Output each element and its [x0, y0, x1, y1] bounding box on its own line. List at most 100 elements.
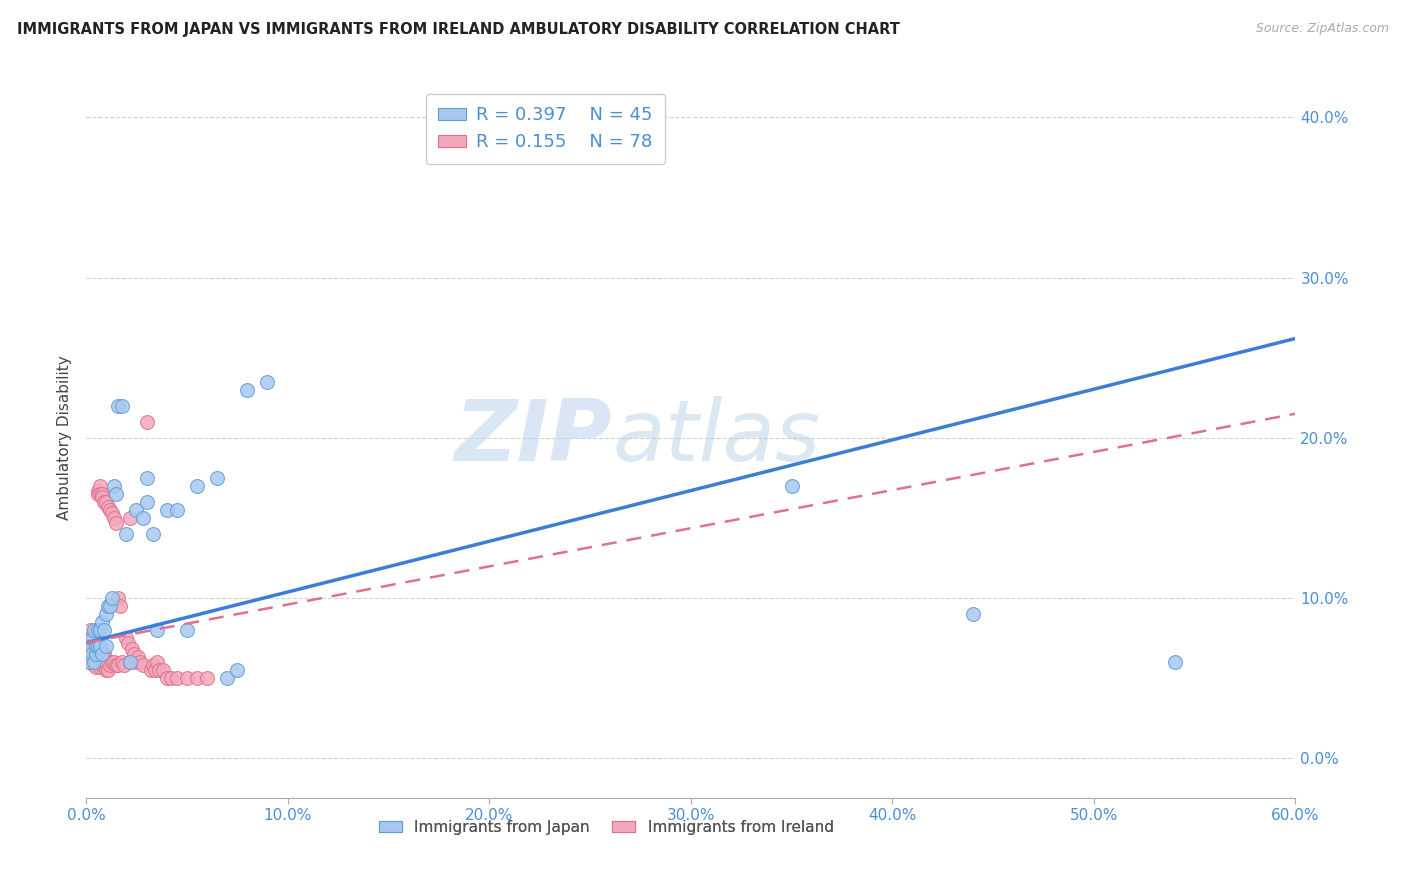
Point — [166, 503, 188, 517]
Point — [89, 655, 111, 669]
Point — [105, 658, 128, 673]
Point — [107, 658, 129, 673]
Text: atlas: atlas — [612, 396, 820, 479]
Point — [96, 639, 118, 653]
Point — [105, 487, 128, 501]
Point — [195, 671, 218, 685]
Point — [97, 663, 120, 677]
Point — [105, 516, 128, 530]
Point — [166, 671, 188, 685]
Point — [101, 655, 124, 669]
Point — [77, 647, 100, 661]
Point — [82, 647, 104, 661]
Point — [79, 623, 101, 637]
Point — [135, 495, 157, 509]
Point — [962, 607, 984, 621]
Point — [83, 642, 105, 657]
Point — [156, 503, 179, 517]
Point — [87, 483, 110, 498]
Point — [79, 655, 101, 669]
Point — [159, 671, 181, 685]
Text: Source: ZipAtlas.com: Source: ZipAtlas.com — [1256, 22, 1389, 36]
Point — [87, 655, 110, 669]
Point — [103, 479, 125, 493]
Point — [83, 623, 105, 637]
Point — [89, 479, 111, 493]
Point — [117, 636, 139, 650]
Point — [145, 655, 167, 669]
Point — [84, 639, 107, 653]
Point — [205, 471, 228, 485]
Point — [82, 647, 104, 661]
Point — [89, 639, 111, 653]
Point — [82, 631, 104, 645]
Point — [111, 655, 134, 669]
Point — [145, 623, 167, 637]
Point — [120, 655, 142, 669]
Point — [1163, 655, 1185, 669]
Point — [186, 479, 208, 493]
Point — [77, 631, 100, 645]
Point — [110, 599, 132, 613]
Point — [96, 663, 118, 677]
Point — [127, 650, 149, 665]
Point — [142, 526, 165, 541]
Point — [125, 503, 148, 517]
Point — [77, 647, 100, 661]
Legend: Immigrants from Japan, Immigrants from Ireland: Immigrants from Japan, Immigrants from I… — [373, 814, 839, 841]
Point — [217, 671, 239, 685]
Point — [256, 375, 278, 389]
Point — [176, 623, 198, 637]
Point — [98, 599, 121, 613]
Point — [120, 655, 142, 669]
Point — [98, 503, 121, 517]
Point — [87, 634, 110, 648]
Point — [143, 663, 166, 677]
Point — [107, 591, 129, 605]
Point — [84, 647, 107, 661]
Point — [101, 591, 124, 605]
Point — [131, 511, 153, 525]
Point — [121, 642, 143, 657]
Point — [139, 663, 162, 677]
Point — [91, 647, 114, 661]
Point — [83, 631, 105, 645]
Point — [79, 647, 101, 661]
Point — [89, 623, 111, 637]
Point — [77, 639, 100, 653]
Point — [91, 658, 114, 673]
Point — [236, 383, 259, 397]
Point — [111, 399, 134, 413]
Point — [84, 644, 107, 658]
Point — [79, 639, 101, 653]
Point — [87, 487, 110, 501]
Point — [93, 655, 115, 669]
Point — [115, 526, 138, 541]
Point — [152, 663, 174, 677]
Point — [115, 631, 138, 645]
Point — [93, 647, 115, 661]
Point — [82, 642, 104, 657]
Point — [91, 655, 114, 669]
Point — [97, 500, 120, 514]
Point — [96, 607, 118, 621]
Point — [226, 663, 249, 677]
Point — [84, 634, 107, 648]
Point — [79, 631, 101, 645]
Point — [176, 671, 198, 685]
Point — [91, 490, 114, 504]
Point — [93, 623, 115, 637]
Point — [186, 671, 208, 685]
Point — [82, 631, 104, 645]
Point — [101, 506, 124, 520]
Point — [148, 663, 170, 677]
Point — [83, 658, 105, 673]
Text: ZIP: ZIP — [454, 396, 612, 479]
Point — [79, 655, 101, 669]
Point — [142, 658, 165, 673]
Point — [82, 655, 104, 669]
Point — [98, 658, 121, 673]
Y-axis label: Ambulatory Disability: Ambulatory Disability — [58, 355, 72, 520]
Point — [87, 639, 110, 653]
Point — [120, 511, 142, 525]
